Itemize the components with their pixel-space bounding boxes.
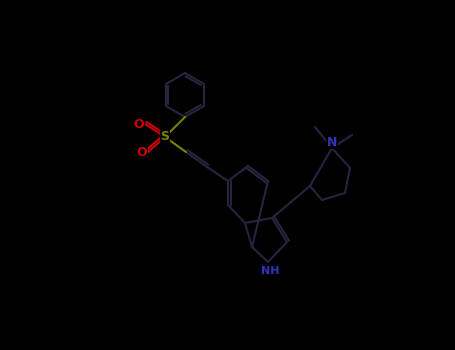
Text: S: S (161, 131, 170, 144)
Text: O: O (136, 146, 147, 159)
Text: O: O (134, 118, 144, 131)
Text: N: N (327, 135, 337, 148)
Text: NH: NH (261, 266, 279, 276)
